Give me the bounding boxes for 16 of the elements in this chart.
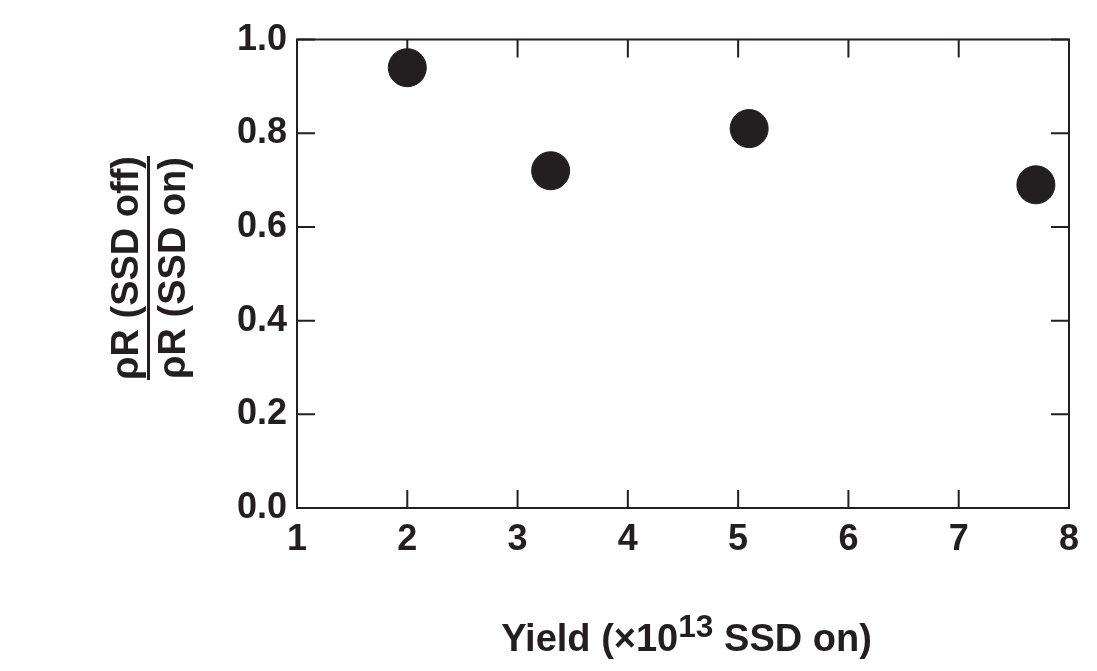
x-tick-label: 4 (617, 516, 638, 558)
y-axis-title: ρR (SSD off) ρR (SSD on) (102, 155, 194, 381)
x-tick-label: 5 (728, 516, 749, 558)
y-tick-label: 0.0 (236, 484, 287, 526)
x-tick-label: 1 (286, 516, 308, 558)
y-tick-label: 0.8 (236, 110, 287, 152)
y-tick-label: 0.6 (236, 203, 287, 245)
y-tick-label: 1.0 (236, 16, 287, 58)
y-tick-label: 0.2 (236, 391, 287, 433)
x-tick-label: 8 (1058, 516, 1079, 558)
x-tick-label: 6 (838, 516, 859, 558)
x-tick-label: 3 (507, 516, 528, 558)
y-tick-label: 0.4 (236, 297, 287, 339)
x-tick-label: 7 (948, 516, 969, 558)
x-axis-title: Yield (×10$^{13}$ SSD on) (500, 608, 873, 660)
x-tick-label: 2 (397, 516, 418, 558)
